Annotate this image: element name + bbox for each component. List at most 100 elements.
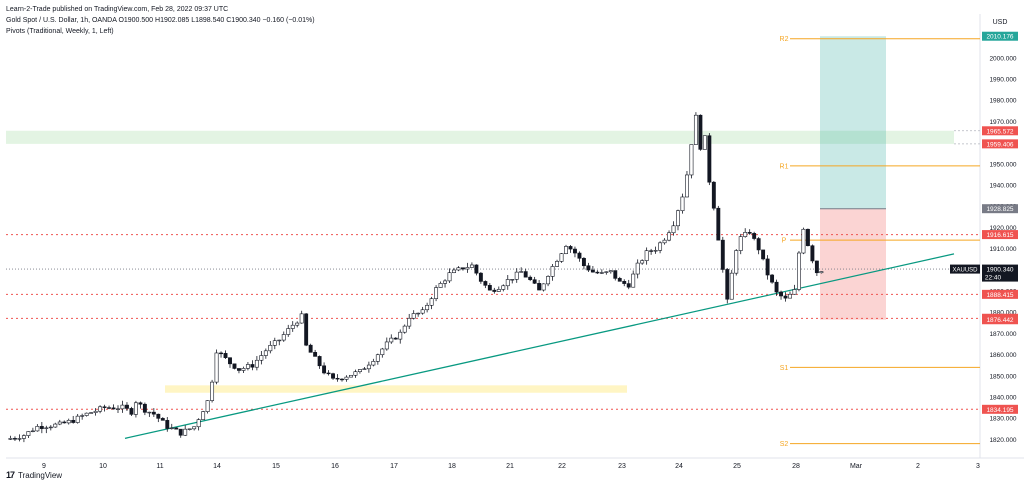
candle-body bbox=[613, 270, 618, 279]
candle-body bbox=[573, 248, 577, 254]
candle-body bbox=[366, 364, 371, 370]
candle-body bbox=[478, 272, 483, 282]
candle-body bbox=[263, 350, 268, 356]
candle-body bbox=[581, 257, 586, 267]
candle-body bbox=[532, 279, 537, 284]
candle-body bbox=[147, 411, 152, 414]
y-tick-label: 1920.000 bbox=[989, 225, 1016, 232]
candle-body bbox=[39, 426, 44, 429]
candle-body bbox=[496, 289, 501, 292]
y-tick-label: 1910.000 bbox=[989, 246, 1016, 253]
candle-body bbox=[559, 253, 564, 262]
pivot-label-s2: S2 bbox=[780, 441, 789, 448]
candle-body bbox=[608, 270, 613, 273]
candle-body bbox=[711, 181, 716, 209]
candle-body bbox=[519, 271, 524, 273]
candle-body bbox=[402, 325, 407, 333]
candle-body bbox=[743, 232, 748, 237]
currency-label: USD bbox=[993, 19, 1008, 26]
candle-body bbox=[644, 250, 649, 261]
candle-body bbox=[653, 250, 658, 252]
candle-body bbox=[178, 428, 183, 436]
candle-body bbox=[322, 365, 327, 374]
candle-body bbox=[698, 114, 703, 150]
candle-body bbox=[362, 368, 367, 370]
candle-body bbox=[237, 368, 241, 371]
candle-body bbox=[716, 207, 721, 241]
x-tick-label: 25 bbox=[733, 463, 741, 470]
candle-body bbox=[8, 438, 13, 440]
candle-body bbox=[187, 428, 192, 430]
pivot-label-p: P bbox=[782, 238, 787, 245]
candle-body bbox=[456, 267, 461, 271]
candle-body bbox=[604, 271, 609, 273]
candle-body bbox=[514, 271, 519, 280]
candle-body bbox=[599, 272, 604, 274]
candle-body bbox=[819, 271, 824, 274]
candle-body bbox=[671, 225, 676, 234]
candle-body bbox=[568, 246, 573, 250]
price-tag bbox=[982, 31, 1018, 41]
pivot-label-s1: S1 bbox=[780, 365, 789, 372]
candle-body bbox=[635, 262, 640, 275]
chart-header-symbol: Gold Spot / U.S. Dollar, 1h, OANDA O1900… bbox=[6, 17, 315, 24]
candle-body bbox=[761, 249, 766, 260]
candle-body bbox=[564, 246, 568, 254]
pivot-label-r2: R2 bbox=[780, 36, 789, 43]
candle-body bbox=[272, 340, 277, 346]
candle-body bbox=[617, 278, 622, 282]
candle-body bbox=[250, 364, 255, 368]
candle-body bbox=[411, 313, 416, 319]
y-tick-label: 1820.000 bbox=[989, 437, 1016, 444]
candle-body bbox=[546, 276, 551, 285]
candle-body bbox=[151, 411, 156, 415]
candle-body bbox=[214, 352, 219, 383]
price-tag-label: 1876.442 bbox=[986, 317, 1013, 324]
candle-body bbox=[66, 419, 71, 424]
candle-body bbox=[756, 238, 761, 251]
candle-body bbox=[210, 381, 215, 401]
candle-body bbox=[541, 283, 546, 291]
x-tick-label: 14 bbox=[213, 463, 221, 470]
candle-body bbox=[505, 279, 510, 287]
candle-body bbox=[17, 438, 22, 440]
candle-body bbox=[649, 250, 654, 252]
symbol-tag-label: XAUUSD bbox=[952, 268, 978, 274]
candle-body bbox=[219, 352, 223, 355]
candle-body bbox=[765, 258, 770, 276]
x-tick-label: 11 bbox=[156, 463, 163, 470]
candle-body bbox=[667, 232, 671, 241]
candle-body bbox=[71, 419, 76, 423]
position-profit-zone bbox=[820, 36, 886, 209]
x-tick-label: 15 bbox=[272, 463, 280, 470]
price-tag bbox=[982, 139, 1018, 149]
chart-header-publisher: Learn-2-Trade published on TradingView.c… bbox=[6, 6, 229, 13]
candle-body bbox=[142, 403, 147, 413]
candle-body bbox=[658, 242, 663, 251]
price-tag bbox=[982, 230, 1018, 240]
candle-body bbox=[295, 322, 300, 326]
candle-body bbox=[662, 239, 667, 244]
price-tag-label: 1928.825 bbox=[986, 206, 1013, 213]
candle-body bbox=[80, 415, 85, 417]
candle-body bbox=[26, 431, 31, 436]
candle-body bbox=[640, 260, 645, 264]
candle-body bbox=[326, 372, 331, 375]
candle-body bbox=[805, 228, 810, 247]
x-tick-label: 22 bbox=[558, 463, 566, 470]
candle-body bbox=[44, 427, 49, 429]
candle-body bbox=[120, 404, 125, 410]
candle-body bbox=[129, 408, 134, 415]
candle-body bbox=[461, 267, 465, 270]
candle-body bbox=[590, 269, 595, 273]
candle-body bbox=[438, 283, 443, 288]
candle-body bbox=[788, 293, 792, 299]
candle-body bbox=[21, 435, 26, 439]
candle-body bbox=[125, 404, 129, 409]
candle-body bbox=[792, 289, 797, 295]
candle-body bbox=[734, 250, 739, 274]
candle-body bbox=[30, 430, 35, 433]
candle-body bbox=[228, 357, 232, 365]
candle-body bbox=[169, 427, 174, 430]
